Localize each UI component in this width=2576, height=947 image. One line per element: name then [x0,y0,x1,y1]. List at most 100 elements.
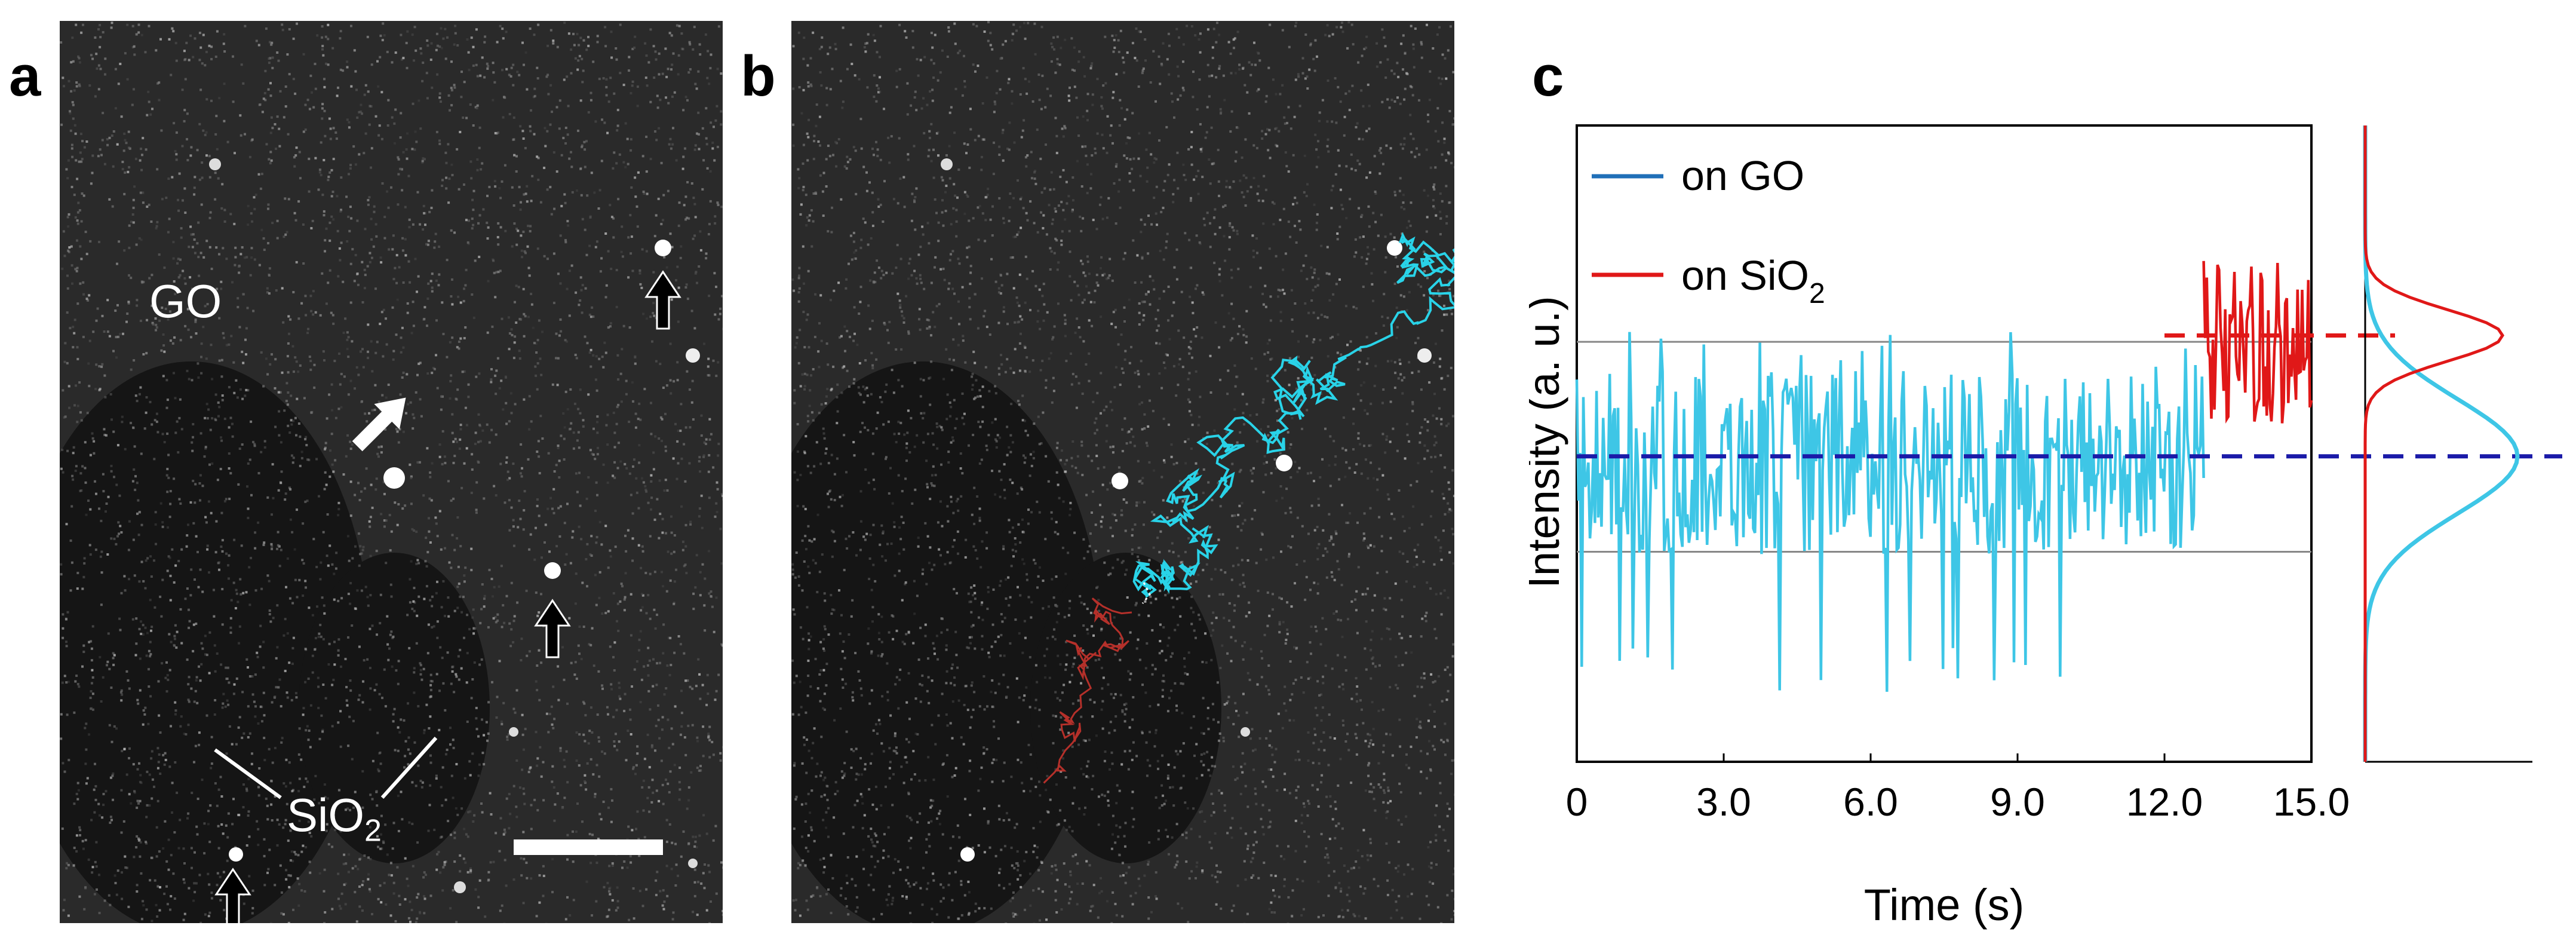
noise-speck [62,636,65,639]
noise-speck [700,882,703,885]
noise-speck [251,912,254,915]
noise-speck [704,629,707,632]
noise-speck [140,872,143,875]
noise-speck [600,257,603,260]
noise-speck [112,350,115,353]
noise-speck [385,396,388,399]
noise-speck [359,553,362,556]
noise-speck [710,53,713,56]
noise-speck [1358,915,1361,918]
noise-speck [934,652,936,655]
noise-speck [510,581,513,584]
noise-speck [268,609,271,612]
noise-speck [430,499,433,502]
noise-speck [985,326,988,329]
noise-speck [1097,823,1100,826]
noise-speck [277,531,280,534]
noise-speck [534,365,537,368]
noise-speck [453,691,456,694]
noise-speck [670,147,673,150]
noise-speck [1172,201,1175,204]
noise-speck [716,146,719,148]
noise-speck [700,414,703,417]
noise-speck [578,54,581,57]
noise-speck [188,378,191,381]
noise-speck [455,921,458,923]
noise-speck [513,154,516,157]
noise-speck [138,762,140,765]
noise-speck [411,823,414,825]
noise-speck [411,781,414,784]
noise-speck [1407,895,1410,898]
noise-speck [1160,804,1163,807]
noise-speck [331,725,334,728]
noise-speck [447,94,450,97]
noise-speck [183,881,186,884]
noise-speck [505,884,508,887]
noise-speck [247,223,250,226]
noise-speck [76,266,79,269]
noise-speck [339,37,342,40]
noise-speck [271,56,274,59]
noise-speck [809,635,812,638]
noise-speck [460,71,463,73]
noise-speck [1189,199,1192,202]
noise-speck [130,277,133,280]
noise-speck [438,96,441,99]
noise-speck [538,698,541,701]
noise-speck [698,265,701,268]
noise-speck [708,592,711,595]
noise-speck [464,566,467,569]
noise-speck [304,799,307,802]
noise-speck [474,259,477,262]
noise-speck [128,520,131,523]
noise-speck [1303,154,1306,157]
noise-speck [539,746,542,749]
noise-speck [618,442,620,445]
noise-speck [977,65,980,68]
noise-speck [569,914,572,917]
noise-speck [684,426,687,429]
noise-speck [1134,523,1137,526]
noise-speck [266,291,269,294]
noise-speck [431,626,434,629]
noise-speck [279,864,282,867]
noise-speck [710,900,712,903]
noise-speck [179,725,182,728]
micrograph-b-texture [791,21,1454,923]
noise-speck [395,333,398,336]
noise-speck [659,99,662,102]
noise-speck [257,786,260,789]
noise-speck [1091,62,1094,65]
noise-speck [356,820,359,823]
noise-speck [274,425,277,428]
noise-speck [88,385,91,388]
noise-speck [205,521,208,524]
noise-speck [140,560,143,563]
noise-speck [678,201,681,204]
noise-speck [566,833,569,836]
noise-speck [597,670,600,673]
noise-speck [221,706,224,709]
noise-speck [229,631,232,634]
noise-speck [146,318,148,321]
noise-speck [632,767,634,770]
noise-speck [353,280,356,283]
noise-speck [647,501,650,504]
noise-speck [368,412,370,415]
noise-speck [226,836,229,839]
noise-speck [921,684,923,687]
noise-speck [234,256,237,259]
noise-speck [333,663,336,666]
noise-speck [710,590,713,593]
noise-speck [559,282,562,285]
noise-speck [383,881,386,884]
noise-speck [501,317,503,320]
noise-speck [1156,329,1159,332]
noise-speck [399,167,402,170]
noise-speck [591,731,594,734]
noise-speck [332,127,335,130]
noise-speck [683,443,686,446]
noise-speck [192,479,195,482]
noise-speck [1413,565,1416,568]
